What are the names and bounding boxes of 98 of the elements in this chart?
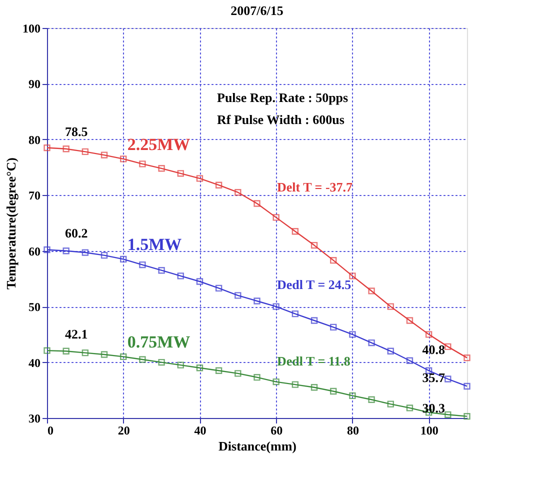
point xyxy=(330,256,337,264)
series-label: 1.5MW xyxy=(127,235,182,254)
point xyxy=(310,384,318,391)
y-tick-label: 80 xyxy=(28,132,40,147)
point xyxy=(406,317,414,324)
point xyxy=(310,317,318,324)
point xyxy=(196,175,204,182)
point xyxy=(292,381,299,388)
point xyxy=(215,367,222,374)
y-tick-label: 100 xyxy=(22,22,40,36)
point xyxy=(177,272,184,280)
point xyxy=(406,357,414,364)
point xyxy=(254,298,260,304)
point xyxy=(330,388,337,395)
x-tick-label: 0 xyxy=(48,424,54,438)
point xyxy=(272,378,280,386)
point xyxy=(158,165,165,172)
point xyxy=(196,278,204,285)
point xyxy=(62,348,70,354)
point xyxy=(120,353,127,360)
point xyxy=(158,358,165,366)
point xyxy=(120,256,127,263)
point xyxy=(254,200,260,207)
point xyxy=(177,362,184,368)
series-label: 0.75MW xyxy=(127,332,190,352)
point xyxy=(387,400,394,408)
point xyxy=(387,303,394,310)
point xyxy=(368,396,375,403)
y-tick-label: 90 xyxy=(28,77,40,92)
annotation: Rf Pulse Width : 600us xyxy=(217,112,344,127)
point xyxy=(444,411,452,418)
point xyxy=(139,356,146,363)
point xyxy=(62,248,70,254)
annotation: 42.1 xyxy=(65,326,88,342)
point xyxy=(177,170,184,177)
y-tick-label: 40 xyxy=(28,356,40,370)
point xyxy=(464,412,470,420)
annotation: Dedl T = 11.8 xyxy=(277,353,351,368)
point xyxy=(254,374,260,381)
point xyxy=(444,376,452,382)
point xyxy=(62,146,70,152)
point xyxy=(349,331,356,338)
chart-title: 2007/6/15 xyxy=(230,3,284,18)
point xyxy=(44,246,50,254)
point xyxy=(158,267,165,274)
point xyxy=(100,152,108,158)
point xyxy=(464,382,470,390)
annotation: 35.7 xyxy=(422,370,446,386)
point xyxy=(44,144,50,152)
x-tick-label: 40 xyxy=(194,424,206,438)
annotation: 30.3 xyxy=(422,400,446,416)
point xyxy=(196,364,204,372)
x-tick-label: 20 xyxy=(118,424,130,438)
point xyxy=(44,347,50,354)
point xyxy=(272,214,280,221)
annotation: Pulse Rep. Rate : 50pps xyxy=(217,90,348,105)
y-axis-title: Temperature(degree°C) xyxy=(4,157,18,290)
point xyxy=(82,349,89,356)
annotation: Dedl T = 24.5 xyxy=(277,277,352,292)
point xyxy=(82,148,89,156)
point xyxy=(234,189,242,196)
point xyxy=(292,310,299,318)
x-tick-label: 60 xyxy=(270,424,283,438)
point xyxy=(234,292,242,299)
annotation: Delt T = -37.7 xyxy=(277,180,354,194)
x-tick-label: 100 xyxy=(420,424,438,438)
y-tick-label: 30 xyxy=(28,412,40,426)
point xyxy=(349,392,356,400)
annotation: 40.8 xyxy=(422,342,446,357)
point xyxy=(330,324,337,331)
point xyxy=(120,156,127,162)
point xyxy=(310,242,318,249)
point xyxy=(82,249,89,256)
point xyxy=(349,272,356,280)
point xyxy=(234,370,242,377)
point xyxy=(100,351,108,358)
y-tick-label: 70 xyxy=(28,188,40,203)
point xyxy=(139,160,146,168)
point xyxy=(425,331,432,338)
point xyxy=(387,348,394,354)
point xyxy=(444,343,452,350)
point xyxy=(406,404,414,412)
annotation: 78.5 xyxy=(65,124,88,139)
x-axis-title: Distance(mm) xyxy=(218,438,296,454)
annotation: 60.2 xyxy=(65,226,88,241)
point xyxy=(215,182,222,188)
point xyxy=(368,288,375,294)
point xyxy=(464,354,470,362)
point xyxy=(100,252,108,259)
point xyxy=(292,228,299,235)
series-label: 2.25MW xyxy=(127,134,190,154)
point xyxy=(368,339,375,346)
y-tick-label: 60 xyxy=(28,244,40,258)
point xyxy=(215,284,222,292)
x-tick-label: 80 xyxy=(346,424,359,438)
y-tick-label: 50 xyxy=(28,300,40,314)
point xyxy=(272,303,280,310)
point xyxy=(139,261,146,268)
